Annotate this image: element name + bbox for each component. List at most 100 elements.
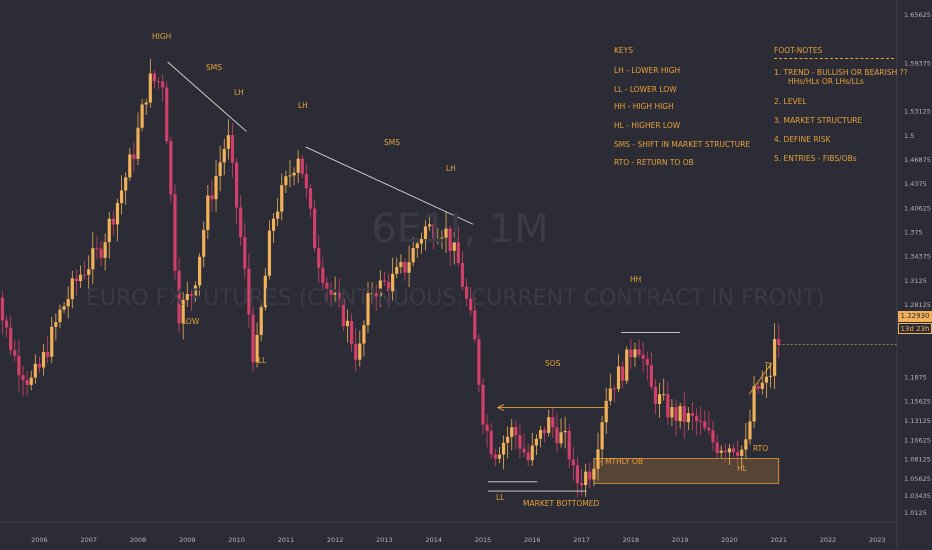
key-item: LH - LOWER HIGH	[614, 66, 681, 75]
candle-body	[128, 154, 132, 178]
candle-body	[181, 299, 185, 324]
candle-body	[682, 406, 686, 423]
candle-body	[54, 322, 58, 327]
candle-body	[637, 349, 641, 355]
candle-body	[625, 349, 629, 381]
footnote-item: 2. LEVEL	[774, 97, 807, 106]
annotation-sos: SOS	[545, 359, 561, 368]
candle-body	[444, 228, 448, 238]
candle-body	[711, 430, 715, 443]
time-tick-label: 2015	[475, 536, 492, 544]
candle-body	[452, 242, 456, 251]
price-tick-label: 1.03435	[904, 492, 931, 500]
candle-body	[341, 298, 345, 327]
candle-body	[633, 349, 637, 358]
candle-body	[419, 239, 423, 244]
candle-body	[699, 421, 703, 423]
footnote-item: 3. MARKET STRUCTURE	[774, 116, 863, 125]
candle-body	[501, 442, 506, 455]
candle-body	[25, 379, 29, 385]
candle-body	[621, 366, 625, 381]
candle-body	[378, 280, 382, 297]
candle-body	[136, 127, 140, 159]
time-tick-label: 2023	[869, 536, 886, 544]
description-watermark: EURO FX FUTURES (CONTINUOUS: CURRENT CON…	[86, 286, 825, 311]
candle-body	[538, 430, 543, 439]
candle-body	[658, 394, 662, 404]
price-tick-label: 1.28125	[904, 301, 931, 309]
candle-body	[616, 366, 621, 390]
candle-body	[156, 81, 161, 83]
candle-body	[58, 309, 62, 323]
annotation-sms: SMS	[384, 138, 400, 147]
candle-body	[674, 407, 678, 422]
candle-body	[489, 431, 493, 455]
price-tick-label: 1.08125	[904, 456, 931, 464]
candle-body	[727, 448, 732, 453]
candle-body	[707, 427, 711, 431]
candle-body	[547, 417, 551, 433]
candle-body	[66, 299, 70, 307]
countdown-tag: 13d 23h	[898, 323, 932, 334]
candle-body	[579, 483, 584, 486]
time-tick-label: 2016	[524, 536, 541, 544]
candle-body	[177, 270, 181, 324]
candle-body	[33, 363, 37, 378]
candle-body	[600, 422, 604, 450]
last-price-tag: 1.22930	[898, 311, 932, 322]
candle-body	[230, 135, 235, 163]
candle-body	[382, 280, 387, 282]
candle-body	[469, 298, 473, 311]
time-axis: 2006 2007 2008 2009 2010 2011 2012 2013 2014 2015…	[0, 521, 897, 544]
candle-body	[267, 230, 272, 276]
annotation-hl: HL	[737, 464, 747, 473]
candle-body	[428, 224, 432, 227]
candle-body	[37, 363, 42, 368]
price-tick-label: 1.1875	[904, 374, 927, 382]
candle-body	[514, 427, 518, 436]
key-item: SMS - SHIFT IN MARKET STRUCTURE	[614, 140, 751, 149]
candle-body	[210, 195, 214, 200]
time-tick-label: 2020	[721, 536, 738, 544]
candle-body	[473, 310, 477, 340]
candle-body	[407, 262, 411, 273]
annotation-rto: RTO	[753, 444, 769, 453]
candle-body	[325, 282, 329, 289]
candle-body	[198, 256, 202, 286]
annotation-ll: LL	[496, 493, 505, 502]
candle-body	[259, 307, 263, 335]
candle-body	[485, 424, 489, 432]
candle-body	[263, 275, 267, 308]
footnotes-title: FOOT-NOTES	[774, 46, 823, 55]
candle-body	[17, 355, 21, 376]
candle-body	[518, 435, 522, 449]
candle-body	[748, 421, 752, 440]
candle-body	[284, 176, 288, 186]
candle-body	[321, 267, 325, 283]
candle-body	[522, 448, 526, 453]
candle-body	[370, 293, 374, 295]
symbol-watermark: 6E1!, 1M	[371, 206, 549, 252]
candle-body	[296, 158, 300, 173]
candle-body	[575, 465, 580, 484]
time-tick-label: 2009	[179, 536, 196, 544]
candle-body	[243, 237, 247, 269]
price-tick-label: 1.46875	[904, 156, 931, 164]
candle-body	[329, 288, 333, 295]
candle-body	[744, 439, 748, 450]
candle-body	[534, 438, 538, 446]
candle-body	[50, 326, 54, 357]
candle-body	[239, 207, 243, 238]
time-tick-label: 2017	[573, 536, 590, 544]
footnote-item: HHs/HLs OR LHs/LLs	[788, 77, 864, 86]
candle-body	[87, 269, 91, 275]
price-tick-label: 1.0125	[904, 509, 927, 517]
candle-body	[559, 432, 563, 444]
candle-body	[4, 320, 9, 328]
candle-body	[760, 382, 764, 389]
candle-body	[432, 224, 436, 240]
sms-trendline	[305, 146, 474, 225]
candle-body	[317, 248, 321, 268]
time-tick-label: 2018	[623, 536, 640, 544]
